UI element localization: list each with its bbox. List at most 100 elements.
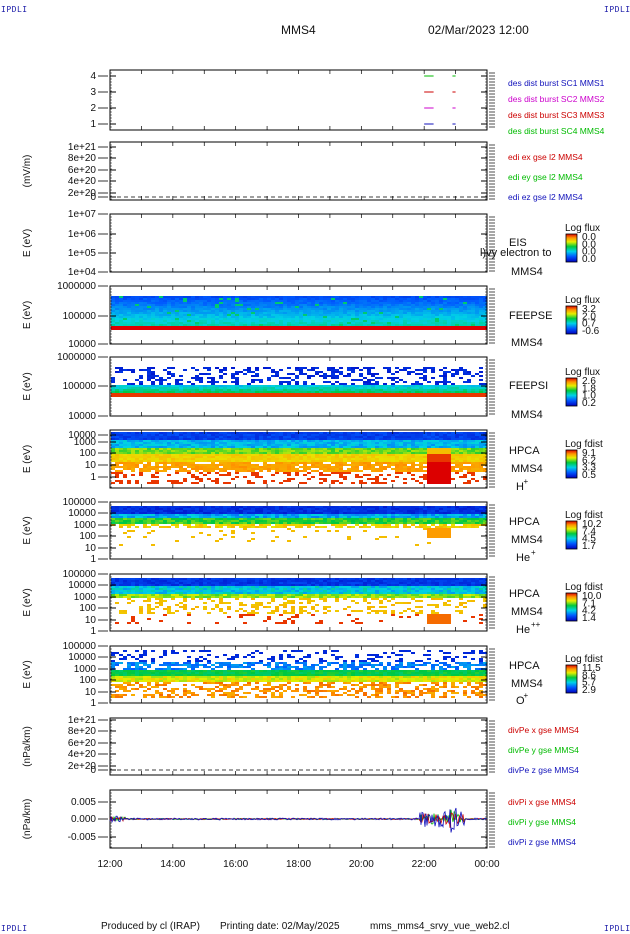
y-tick-label: 1000000 xyxy=(57,281,96,292)
y-tick-label: 3 xyxy=(90,87,96,98)
instrument-label: EIS xyxy=(509,237,527,249)
colorbar-title: Log fdist xyxy=(565,439,603,450)
y-tick-label: 10000 xyxy=(68,508,96,519)
colorbar-tick-label: 7.1 xyxy=(582,598,596,609)
y-tick-label: 10 xyxy=(85,460,97,471)
y-tick-label: 6e+20 xyxy=(68,165,97,176)
x-tick-label: 00:00 xyxy=(474,859,499,870)
panel-frame xyxy=(109,141,488,201)
datetime-title: 02/Mar/2023 12:00 xyxy=(428,23,529,37)
colorbar-tick-label: 1.8 xyxy=(582,383,596,394)
colorbar-tick-label: 10.2 xyxy=(582,519,602,530)
spacecraft-label: MMS4 xyxy=(511,463,543,475)
y-tick-label: 0 xyxy=(90,765,96,776)
colorbar-tick-label: 11.5 xyxy=(582,663,601,674)
colorbar-tick-label: 1.7 xyxy=(582,541,596,552)
y-tick-label: 10000 xyxy=(68,411,96,422)
y-tick-label: 8e+20 xyxy=(68,726,97,737)
x-tick-label: 20:00 xyxy=(349,859,374,870)
x-tick-label: 22:00 xyxy=(412,859,437,870)
legend-entry: edi ez gse l2 MMS4 xyxy=(508,192,583,202)
corner-label-top-left: IPDLI xyxy=(1,5,28,14)
footer-script-name: mms_mms4_srvy_vue_web2.cl xyxy=(370,921,510,932)
colorbar-title: Log flux xyxy=(565,295,600,306)
legend-entry: divPe z gse MMS4 xyxy=(508,765,579,775)
y-tick-label: 4e+20 xyxy=(68,749,97,760)
y-tick-label: 100000 xyxy=(63,311,97,322)
y-tick-label: 10 xyxy=(85,615,97,626)
heatmap-cells xyxy=(111,296,487,330)
colorbar xyxy=(565,520,578,550)
y-tick-label: 1000000 xyxy=(57,352,96,363)
colorbar xyxy=(565,305,578,335)
colorbar-tick-label: 0.2 xyxy=(582,398,596,409)
colorbar-tick-label: 6.2 xyxy=(582,455,596,466)
colorbar-tick-label: 0.0 xyxy=(582,247,596,258)
y-tick-label: 100 xyxy=(79,603,96,614)
chart-panel-4: 1000000 100000 10000 E (eV) FEEPSE MMS4 Log fl… xyxy=(22,281,600,350)
colorbar-tick-label: 10.0 xyxy=(582,591,602,602)
colorbar-tick-label: 0.0 xyxy=(582,254,596,265)
footer-produced-by: Produced by cl (IRAP) xyxy=(101,921,200,932)
colorbar-tick-label: 1.0 xyxy=(582,391,596,402)
heatmap-cells xyxy=(111,367,487,397)
y-tick-label: 100000 xyxy=(63,641,97,652)
y-axis-label: E (eV) xyxy=(22,445,33,473)
colorbar xyxy=(565,377,578,407)
heatmap-cells xyxy=(111,506,487,546)
y-tick-label: 2e+20 xyxy=(68,761,97,772)
y-tick-label: 2 xyxy=(90,103,96,114)
chart-panel-3: 1e+07 1e+06 1e+05 1e+04 E (eV) EIS MMS4 l)vy el… xyxy=(22,209,600,278)
y-tick-label: 0.005 xyxy=(71,797,96,808)
colorbar-tick-label: -0.6 xyxy=(582,326,600,337)
instrument-label: FEEPSI xyxy=(509,380,548,392)
corner-label-bottom-right: IPDLI xyxy=(604,924,630,933)
y-tick-label: 100 xyxy=(79,675,96,686)
instrument-label: HPCA xyxy=(509,516,540,528)
y-tick-label: 100000 xyxy=(63,497,97,508)
colorbar-tick-label: 4.2 xyxy=(582,606,596,617)
colorbar-title: Log flux xyxy=(565,223,600,234)
species-label: H xyxy=(516,481,524,493)
spacecraft-label: MMS4 xyxy=(511,678,543,690)
y-tick-label: 1000 xyxy=(74,437,97,448)
y-tick-label: 100000 xyxy=(63,569,97,580)
legend-entry: divPe y gse MMS4 xyxy=(508,745,579,755)
colorbar-title: Log fdist xyxy=(565,582,603,593)
corner-label-top-right: IPDLI xyxy=(604,5,630,14)
y-tick-label: 0.000 xyxy=(71,814,96,825)
y-tick-label: 10000 xyxy=(68,652,96,663)
colorbar-tick-label: 7.4 xyxy=(582,526,596,537)
species-label: O xyxy=(516,695,525,707)
x-axis: 12:00 14:00 16:00 18:00 20:00 22:00 00:00 xyxy=(97,859,499,870)
colorbar-title: Log fdist xyxy=(565,510,603,521)
y-tick-label: 10 xyxy=(85,687,97,698)
legend-entry: des dist burst SC3 MMS3 xyxy=(508,110,605,120)
colorbar-tick-label: 3.2 xyxy=(582,304,596,315)
legend-entry: divPe x gse MMS4 xyxy=(508,725,579,735)
x-tick-label: 18:00 xyxy=(286,859,311,870)
y-tick-label: 1 xyxy=(90,472,96,483)
y-axis-label: E (eV) xyxy=(22,229,33,257)
colorbar-tick-label: 0.0 xyxy=(582,232,596,243)
colorbar-tick-label: 4.5 xyxy=(582,534,596,545)
colorbar-tick-label: 5.7 xyxy=(582,678,596,689)
colorbar-tick-label: 8.6 xyxy=(582,670,596,681)
spacecraft-label: MMS4 xyxy=(511,266,543,278)
y-tick-label: 1e+06 xyxy=(68,229,97,240)
series-divpi-z xyxy=(109,807,488,833)
colorbar-tick-label: 1.4 xyxy=(582,613,596,624)
spacecraft-label: MMS4 xyxy=(511,606,543,618)
y-tick-label: 4 xyxy=(90,71,96,82)
spacecraft-label: MMS4 xyxy=(511,409,543,421)
colorbar-tick-label: 3.3 xyxy=(582,463,596,474)
y-tick-label: 1e+07 xyxy=(68,209,97,220)
y-tick-label: 10000 xyxy=(68,580,96,591)
y-tick-label: 1 xyxy=(90,119,96,130)
y-tick-label: -0.005 xyxy=(68,832,97,843)
spacecraft-label: MMS4 xyxy=(511,337,543,349)
